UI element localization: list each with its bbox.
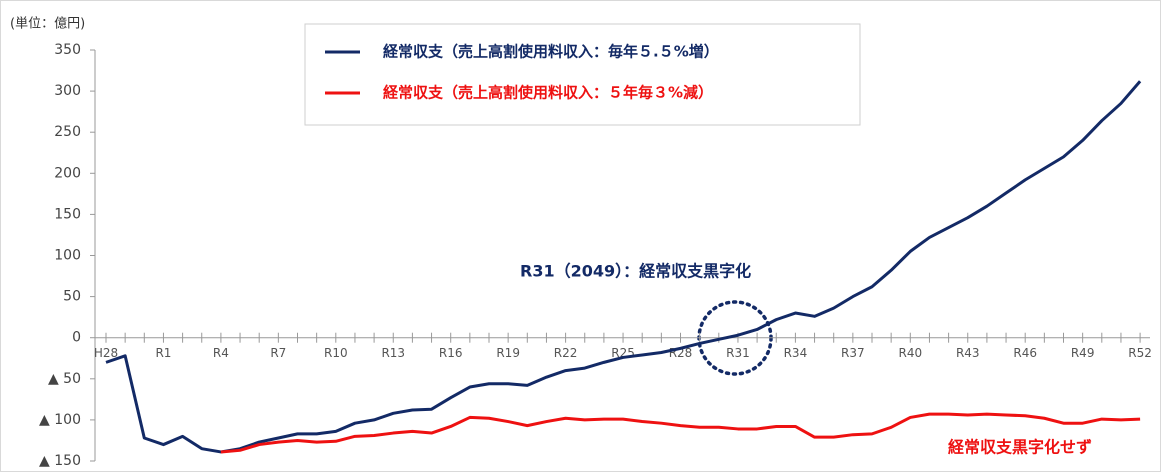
x-tick-label: R31	[726, 346, 750, 360]
x-tick-label: R43	[956, 346, 980, 360]
x-tick-label: R1	[155, 346, 171, 360]
annotation: R31（2049）：経常収支黒字化	[520, 262, 751, 281]
x-tick-label: R40	[898, 346, 922, 360]
y-tick-label: 300	[54, 83, 81, 99]
x-tick-label: R46	[1013, 346, 1037, 360]
x-tick-label: R16	[439, 346, 463, 360]
legend-box	[304, 23, 861, 126]
y-tick-label: 0	[72, 330, 81, 346]
y-tick-label: 200	[54, 165, 81, 181]
y-tick-label: ▲ 150	[39, 453, 81, 469]
x-tick-label: H28	[94, 346, 118, 360]
x-tick-label: R49	[1071, 346, 1095, 360]
y-tick-label: ▲ 50	[48, 371, 81, 387]
y-tick-label: 100	[54, 248, 81, 264]
legend-label: 経常収支（売上高割使用料収入：５年毎３%減）	[383, 84, 713, 102]
y-tick-label: 350	[54, 42, 81, 58]
x-tick-label: R4	[213, 346, 229, 360]
legend-label: 経常収支（売上高割使用料収入：毎年５.５%増）	[383, 43, 719, 61]
y-tick-label: ▲ 100	[39, 412, 81, 428]
x-tick-label: R22	[554, 346, 578, 360]
unit-label: (単位：億円)	[10, 16, 85, 32]
y-tick-label: 150	[54, 206, 81, 222]
y-tick-label: 50	[63, 289, 81, 305]
y-tick-label: 250	[54, 124, 81, 140]
series-line	[220, 412, 1141, 454]
x-tick-label: R34	[784, 346, 808, 360]
x-tick-label: R19	[496, 346, 520, 360]
x-tick-label: R7	[270, 346, 286, 360]
x-tick-label: R10	[324, 346, 348, 360]
x-tick-label: R52	[1128, 346, 1152, 360]
series-line	[105, 80, 1142, 454]
annotation: 経常収支黒字化せず	[948, 438, 1092, 457]
x-tick-label: R37	[841, 346, 865, 360]
x-tick-label: R13	[381, 346, 405, 360]
